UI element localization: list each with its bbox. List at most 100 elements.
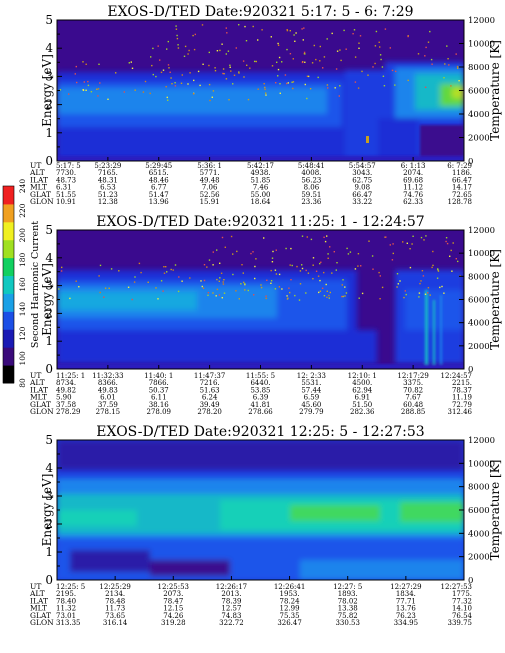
orbit-cell: 12:27:53 — [441, 583, 472, 591]
temperature-tick-label: 0 — [468, 576, 473, 586]
orbit-cell: 12:27: 5 — [333, 583, 362, 591]
orbit-row-label: UT — [30, 161, 41, 170]
orbit-cell: 5:23:29 — [94, 162, 121, 170]
panel-1-heatmap — [57, 20, 464, 161]
orbit-row-label: ILAT — [30, 385, 48, 394]
temperature-tick-label: 8000 — [468, 63, 490, 73]
orbit-cell: 5.90 — [56, 394, 72, 402]
orbit-cell: 75.82 — [338, 612, 358, 620]
temperature-tick-label: 2000 — [468, 342, 490, 352]
orbit-cell: 316.14 — [103, 619, 128, 627]
orbit-cell: 279.79 — [299, 408, 324, 416]
colorbar-segment — [3, 275, 14, 294]
orbit-cell: 69.68 — [403, 176, 423, 184]
orbit-cell: 75.35 — [280, 612, 300, 620]
orbit-row-label: GLAT — [30, 190, 51, 199]
orbit-cell: 55.00 — [250, 191, 270, 199]
orbit-cell: 48.73 — [56, 176, 76, 184]
colorbar-segment — [3, 239, 14, 259]
orbit-cell: 59.51 — [301, 191, 321, 199]
orbit-cell: 6: 1:13 — [401, 162, 426, 170]
orbit-cell: 76.54 — [452, 612, 473, 620]
orbit-cell: 5771. — [200, 169, 220, 177]
orbit-cell: 11:55: 5 — [246, 372, 275, 380]
temperature-tick-label: 0 — [468, 365, 473, 375]
orbit-cell: 6.39 — [253, 394, 269, 402]
colorbar-segment — [3, 329, 14, 348]
temperature-tick-label: 12000 — [468, 436, 495, 446]
orbit-cell: 62.75 — [352, 176, 372, 184]
panel-3-axes: EXOS-D/TED Date:920321 12:25: 5 - 12:27:… — [29, 424, 502, 627]
orbit-cell: 12:25:53 — [158, 583, 189, 591]
orbit-cell: 13.38 — [338, 605, 358, 613]
orbit-row-label: GLON — [30, 618, 54, 627]
orbit-cell: 7.06 — [202, 184, 218, 192]
orbit-cell: 3375. — [403, 379, 423, 387]
orbit-cell: 12:26:17 — [216, 583, 247, 591]
orbit-cell: 7866. — [149, 379, 169, 387]
noise-speckles — [58, 262, 330, 301]
orbit-cell: 51.47 — [149, 191, 169, 199]
orbit-cell: 278.15 — [96, 408, 121, 416]
orbit-cell: 14.17 — [452, 184, 472, 192]
orbit-row-label: ILAT — [30, 175, 48, 184]
orbit-cell: 322.72 — [219, 619, 244, 627]
orbit-cell: 312.46 — [448, 408, 473, 416]
orbit-cell: 23.36 — [301, 198, 322, 206]
orbit-cell: 11:25: 1 — [56, 372, 85, 380]
orbit-cell: 48.31 — [98, 176, 118, 184]
orbit-cell: 12.57 — [221, 605, 241, 613]
orbit-cell: 66.47 — [452, 176, 472, 184]
orbit-cell: 2215. — [452, 379, 472, 387]
colorbar-segment — [3, 311, 14, 330]
orbit-cell: 6.01 — [100, 394, 116, 402]
orbit-cell: 282.36 — [350, 408, 375, 416]
orbit-cell: 2195. — [56, 590, 76, 598]
colorbar-segment — [3, 221, 14, 241]
orbit-cell: 6.11 — [151, 394, 167, 402]
orbit-cell: 77.32 — [452, 597, 472, 605]
energy-axis-label: Energy [eV] — [40, 474, 54, 547]
temperature-tick-label: 10000 — [468, 40, 495, 50]
energy-tick-label: 3 — [45, 279, 53, 293]
orbit-cell: 51.63 — [200, 386, 220, 394]
orbit-cell: 51.50 — [352, 401, 372, 409]
orbit-cell: 5:42:17 — [247, 162, 274, 170]
orbit-cell: 5:48:41 — [298, 162, 325, 170]
orbit-row-label: ALT — [29, 378, 45, 387]
panel-title: EXOS-D/TED Date:920321 11:25: 1 - 12:24:… — [96, 214, 424, 230]
orbit-cell: 12:24:57 — [441, 372, 472, 380]
orbit-cell: 6.91 — [354, 394, 370, 402]
orbit-cell: 13.76 — [396, 605, 417, 613]
orbit-cell: 10.91 — [56, 198, 76, 206]
orbit-cell: 73.65 — [105, 612, 125, 620]
colorbar-tick-label: 100 — [18, 351, 27, 366]
orbit-cell: 12.15 — [163, 605, 183, 613]
energy-tick-label: 0 — [45, 154, 53, 168]
orbit-cell: 78.48 — [105, 597, 125, 605]
energy-tick-label: 1 — [45, 334, 53, 348]
orbit-cell: 2074. — [403, 169, 423, 177]
temperature-tick-label: 2000 — [468, 553, 490, 563]
energy-tick-label: 0 — [45, 573, 53, 587]
orbit-cell: 12:10: 1 — [348, 372, 377, 380]
orbit-cell: 6: 7:29 — [447, 162, 472, 170]
orbit-cell: 37.59 — [98, 401, 118, 409]
orbit-row-label: GLON — [30, 197, 54, 206]
orbit-cell: 1953. — [280, 590, 300, 598]
orbit-cell: 78.39 — [221, 597, 241, 605]
orbit-cell: 7.46 — [253, 184, 269, 192]
orbit-cell: 73.01 — [56, 612, 76, 620]
orbit-cell: 8.06 — [304, 184, 320, 192]
orbit-cell: 11.12 — [403, 184, 423, 192]
colorbar-tick-label: 160 — [18, 277, 27, 292]
temperature-tick-label: 2000 — [468, 134, 490, 144]
orbit-cell: 330.53 — [335, 619, 360, 627]
orbit-cell: 50.37 — [149, 386, 169, 394]
orbit-row-label: GLAT — [30, 611, 51, 620]
orbit-cell: 56.23 — [301, 176, 321, 184]
temperature-tick-label: 6000 — [468, 506, 490, 516]
orbit-cell: 51.23 — [98, 191, 118, 199]
orbit-cell: 4500. — [352, 379, 372, 387]
